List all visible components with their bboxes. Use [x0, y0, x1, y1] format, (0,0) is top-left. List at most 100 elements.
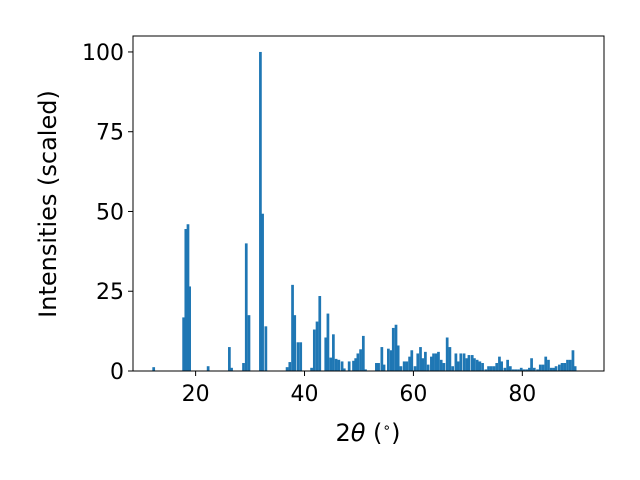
bar — [399, 366, 403, 371]
bar — [571, 350, 575, 371]
bar — [554, 366, 558, 371]
bar — [563, 363, 567, 371]
bar — [495, 363, 499, 371]
bar — [525, 369, 529, 371]
bar — [296, 342, 300, 371]
bar — [408, 356, 411, 371]
bar — [434, 353, 438, 371]
x-tick-label: 60 — [399, 382, 427, 407]
bar — [352, 360, 355, 371]
bar — [324, 337, 328, 371]
bar — [361, 335, 365, 371]
bar — [492, 366, 496, 371]
bar — [285, 367, 289, 371]
bar — [475, 359, 479, 371]
bar — [538, 364, 542, 371]
bar — [573, 366, 577, 371]
bar — [375, 363, 378, 371]
bar — [442, 363, 446, 371]
bar — [315, 321, 319, 371]
y-tick-label: 25 — [96, 280, 124, 305]
bar — [230, 367, 233, 371]
bar — [560, 363, 564, 371]
bar-series — [152, 51, 577, 371]
bar — [448, 347, 452, 371]
bar — [437, 351, 440, 371]
bar — [541, 364, 545, 371]
bar — [503, 367, 507, 371]
bar — [337, 359, 341, 371]
bar — [462, 353, 466, 371]
y-axis-ticks: 0 25 50 75 100 — [82, 41, 133, 385]
bar — [291, 284, 294, 371]
bar — [394, 324, 398, 371]
y-tick-label: 100 — [82, 41, 124, 66]
bar — [206, 366, 210, 371]
bar — [389, 350, 393, 371]
bar — [326, 313, 330, 371]
x-axis-label: 2θ (∘) — [335, 419, 400, 447]
bar — [473, 358, 476, 371]
bar — [484, 369, 488, 371]
bar — [413, 366, 417, 371]
x-axis-ticks: 20 40 60 80 — [182, 371, 536, 407]
bar — [410, 350, 414, 371]
bar — [242, 363, 245, 371]
bar — [426, 364, 430, 371]
bar — [405, 361, 409, 371]
bar — [186, 224, 190, 371]
bar — [288, 362, 292, 371]
bar — [530, 358, 533, 371]
bar — [264, 326, 268, 371]
x-tick-label: 20 — [182, 382, 210, 407]
bar — [430, 356, 433, 371]
bar — [470, 355, 474, 371]
bar — [387, 348, 390, 371]
bar — [451, 366, 454, 371]
bar — [332, 334, 335, 371]
bar — [259, 51, 262, 371]
bar — [459, 353, 463, 371]
bar — [261, 213, 264, 371]
bar — [184, 229, 188, 371]
y-tick-label: 0 — [110, 360, 124, 385]
bar — [519, 367, 523, 371]
bar — [536, 369, 539, 371]
y-tick-label: 75 — [96, 121, 124, 146]
bar — [557, 364, 561, 371]
bar — [188, 286, 191, 371]
bar — [511, 369, 515, 371]
bar — [487, 366, 490, 371]
bar — [552, 367, 556, 371]
bar — [456, 361, 460, 371]
bar — [439, 359, 443, 371]
y-tick-label: 50 — [96, 200, 124, 225]
bar — [312, 329, 316, 371]
bar — [310, 367, 313, 371]
bar — [566, 359, 569, 371]
bar — [342, 368, 346, 371]
bar — [500, 361, 503, 371]
bar — [334, 358, 338, 371]
bar — [244, 243, 248, 371]
bar — [544, 356, 548, 371]
bar — [182, 317, 185, 371]
bar — [568, 359, 572, 371]
bar — [506, 359, 509, 371]
bar — [293, 315, 297, 371]
bar — [498, 356, 501, 371]
bar — [514, 369, 518, 371]
bar — [318, 296, 322, 371]
bar — [396, 345, 400, 371]
bar — [359, 349, 362, 371]
bar — [402, 361, 406, 371]
bar — [247, 315, 251, 371]
bar — [416, 353, 420, 371]
bar — [478, 361, 482, 371]
bar — [532, 367, 536, 371]
x-tick-label: 80 — [508, 382, 536, 407]
bar — [354, 358, 358, 371]
bar — [152, 367, 156, 371]
bar — [382, 364, 386, 371]
